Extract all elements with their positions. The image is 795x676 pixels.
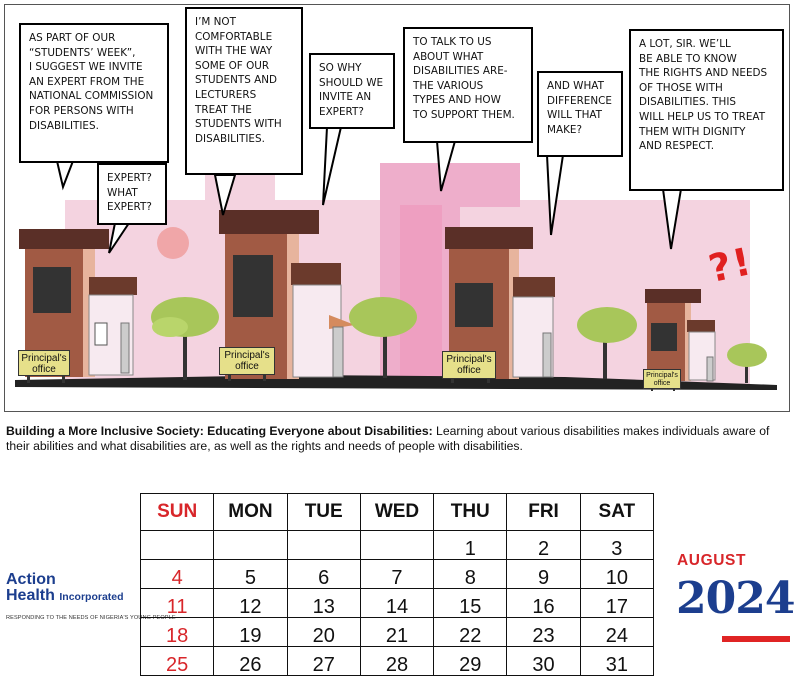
calendar-day-cell: 26 <box>213 646 288 676</box>
calendar-day-cell: 17 <box>579 588 655 618</box>
brand-health: Health <box>6 587 55 604</box>
calendar-day-cell: 18 <box>139 617 215 647</box>
weekday-header: FRI <box>506 493 581 531</box>
brand-line-1: Action <box>6 571 56 588</box>
calendar-day-cell: 19 <box>213 617 288 647</box>
weekday-header: THU <box>433 493 508 531</box>
year-label: 2024 <box>676 573 795 624</box>
calendar-day-cell: 21 <box>359 617 435 647</box>
calendar-week-row: 18 19 20 21 22 23 24 <box>139 617 655 647</box>
brand-incorporated: Incorporated <box>59 591 124 603</box>
calendar-day-cell: 22 <box>433 617 508 647</box>
calendar-day-cell <box>213 530 288 560</box>
weekday-header: SUN <box>139 493 215 531</box>
calendar-day-cell: 5 <box>213 559 288 589</box>
calendar-day-cell: 14 <box>359 588 435 618</box>
caption-text: Learning about various disabilities make… <box>6 424 770 453</box>
calendar-day-cell: 6 <box>286 559 361 589</box>
calendar-day-cell: 15 <box>433 588 508 618</box>
principals-office-sign: Principal's office <box>18 350 70 376</box>
caption: Building a More Inclusive Society: Educa… <box>6 424 786 454</box>
calendar-grid: SUN MON TUE WED THU FRI SAT 1 2 3 4 5 6 7 8 9 10 11 12 13 1… <box>139 493 655 676</box>
speech-bubble-3: I’m not comfortable with the way some of… <box>185 7 303 175</box>
calendar-day-cell: 24 <box>579 617 655 647</box>
calendar-day-cell: 2 <box>506 530 581 560</box>
calendar-day-cell: 4 <box>139 559 215 589</box>
calendar-week-row: 4 5 6 7 8 9 10 <box>139 559 655 589</box>
calendar-day-cell: 28 <box>359 646 435 676</box>
caption-title: Building a More Inclusive Society: Educa… <box>6 424 433 438</box>
calendar-day-cell <box>139 530 215 560</box>
principals-office-sign: Principal's office <box>643 369 681 389</box>
weekday-header: WED <box>359 493 435 531</box>
calendar-day-cell: 7 <box>359 559 435 589</box>
weekday-header: MON <box>213 493 288 531</box>
weekday-header: TUE <box>286 493 361 531</box>
brand-line-2: Health Incorporated <box>6 588 176 605</box>
brand-logo: Action Health Incorporated RESPONDING TO… <box>6 571 176 622</box>
comic-panel: As part of our “students’ week”, I sugge… <box>4 4 790 412</box>
exclamation-mark: ?! <box>704 238 757 292</box>
calendar-day-cell: 25 <box>139 646 215 676</box>
speech-bubble-2: Expert? what expert? <box>97 163 167 225</box>
principals-office-sign: Principal's office <box>442 351 496 379</box>
calendar-day-cell: 11 <box>139 588 215 618</box>
calendar-day-cell: 31 <box>579 646 655 676</box>
calendar-day-cell: 12 <box>213 588 288 618</box>
calendar-day-cell: 1 <box>433 530 508 560</box>
calendar-week-row: 11 12 13 14 15 16 17 <box>139 588 655 618</box>
calendar-header-row: SUN MON TUE WED THU FRI SAT <box>139 493 655 531</box>
calendar-day-cell: 13 <box>286 588 361 618</box>
year-underline <box>722 636 790 642</box>
weekday-header: SAT <box>579 493 655 531</box>
speech-bubble-7: A lot, sir. We’ll be able to know the ri… <box>629 29 784 191</box>
calendar-day-cell: 23 <box>506 617 581 647</box>
speech-bubble-5: To talk to us about what disabilities ar… <box>403 27 533 143</box>
calendar-day-cell: 29 <box>433 646 508 676</box>
speech-bubble-6: And what difference will that make? <box>537 71 623 157</box>
calendar-day-cell <box>286 530 361 560</box>
principals-office-sign: Principal's office <box>219 347 275 375</box>
month-label: AUGUST <box>677 552 747 569</box>
calendar-week-row: 25 26 27 28 29 30 31 <box>139 646 655 676</box>
calendar-day-cell: 8 <box>433 559 508 589</box>
speech-bubble-4: So why should we invite an expert? <box>309 53 395 129</box>
calendar-day-cell: 30 <box>506 646 581 676</box>
calendar-day-cell: 27 <box>286 646 361 676</box>
calendar-day-cell: 16 <box>506 588 581 618</box>
calendar-day-cell: 20 <box>286 617 361 647</box>
brand-tagline: RESPONDING TO THE NEEDS OF NIGERIA'S YOU… <box>6 615 176 621</box>
calendar-day-cell: 10 <box>579 559 655 589</box>
calendar-day-cell <box>359 530 435 560</box>
calendar-day-cell: 3 <box>579 530 655 560</box>
calendar-day-cell: 9 <box>506 559 581 589</box>
speech-bubble-1: As part of our “students’ week”, I sugge… <box>19 23 169 163</box>
